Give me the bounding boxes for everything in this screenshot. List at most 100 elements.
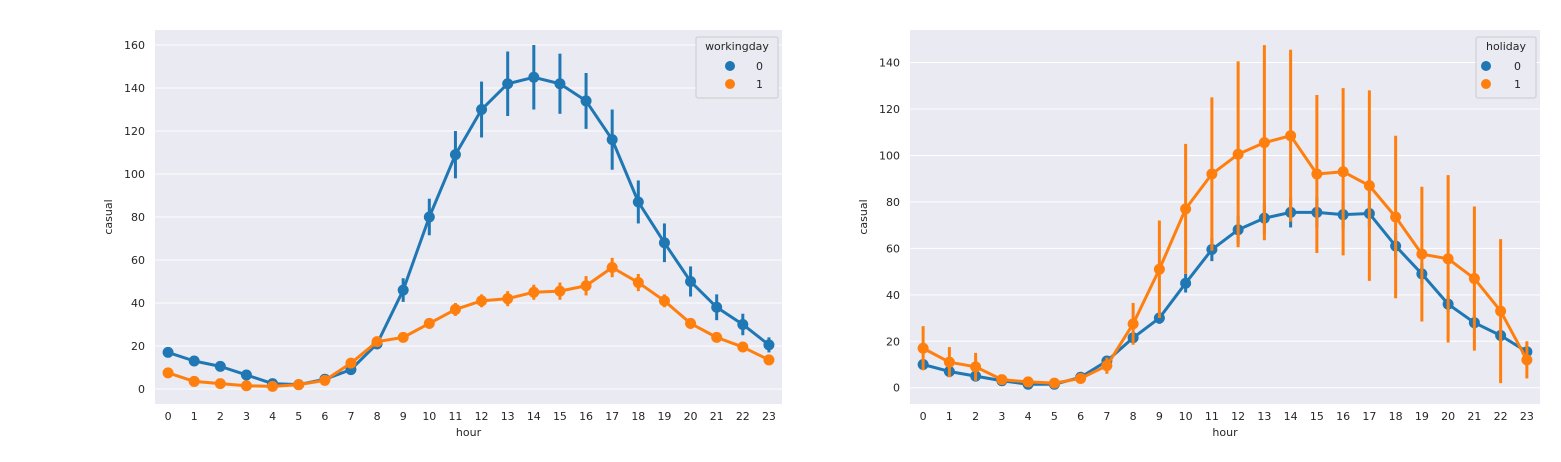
legend: workingday 0 1 <box>695 36 779 99</box>
data-point <box>476 104 488 116</box>
legend-marker <box>725 79 735 89</box>
x-tick-label: 6 <box>321 410 328 423</box>
y-tick-label: 80 <box>131 211 145 224</box>
data-point <box>685 317 697 329</box>
data-point <box>554 285 566 297</box>
y-tick-label: 0 <box>138 383 145 396</box>
x-tick-label: 22 <box>736 410 750 423</box>
data-point <box>449 303 461 315</box>
legend-label: 0 <box>756 60 763 73</box>
data-point <box>658 295 670 307</box>
data-point <box>1416 248 1428 260</box>
legend-box <box>695 36 779 99</box>
legend-title: workingday <box>705 40 769 53</box>
data-point <box>1180 277 1192 289</box>
legend: holiday 0 1 <box>1475 36 1537 99</box>
data-point <box>293 379 305 391</box>
legend-label: 1 <box>756 78 763 91</box>
x-tick-label: 15 <box>553 410 567 423</box>
x-tick-label: 8 <box>1130 410 1137 423</box>
x-tick-label: 17 <box>605 410 619 423</box>
plot-area <box>910 30 1540 404</box>
data-point <box>423 317 435 329</box>
y-tick-label: 20 <box>131 340 145 353</box>
x-tick-label: 23 <box>1520 410 1534 423</box>
y-tick-label: 140 <box>879 57 900 70</box>
x-axis-label: hour <box>456 426 482 439</box>
x-tick-label: 11 <box>1205 410 1219 423</box>
x-tick-label: 16 <box>1336 410 1350 423</box>
x-tick-label: 8 <box>374 410 381 423</box>
y-tick-label: 120 <box>124 125 145 138</box>
x-tick-label: 21 <box>1467 410 1481 423</box>
legend-title: holiday <box>1486 40 1527 53</box>
data-point <box>476 295 488 307</box>
data-point <box>1390 211 1402 223</box>
x-tick-label: 18 <box>1389 410 1403 423</box>
data-point <box>1442 253 1454 265</box>
data-point <box>345 357 357 369</box>
y-tick-label: 140 <box>124 82 145 95</box>
x-tick-label: 15 <box>1310 410 1324 423</box>
data-point <box>1521 354 1533 366</box>
y-axis-label: casual <box>857 199 870 234</box>
x-tick-label: 10 <box>422 410 436 423</box>
data-point <box>240 369 252 381</box>
data-point <box>1022 376 1034 388</box>
x-tick-label: 4 <box>269 410 276 423</box>
x-tick-label: 20 <box>1441 410 1455 423</box>
x-tick-label: 0 <box>920 410 927 423</box>
x-tick-label: 17 <box>1362 410 1376 423</box>
data-point <box>528 286 540 298</box>
data-point <box>737 318 749 330</box>
data-point <box>1075 372 1087 384</box>
data-point <box>737 341 749 353</box>
x-tick-label: 5 <box>1051 410 1058 423</box>
legend-label: 0 <box>1514 60 1521 73</box>
series-1 <box>917 45 1533 389</box>
data-point <box>1206 168 1218 180</box>
y-tick-label: 40 <box>886 289 900 302</box>
x-tick-label: 14 <box>527 410 541 423</box>
x-tick-label: 19 <box>1415 410 1429 423</box>
x-tick-label: 4 <box>1025 410 1032 423</box>
y-tick-label: 100 <box>124 168 145 181</box>
x-tick-label: 7 <box>347 410 354 423</box>
data-point <box>711 301 723 313</box>
data-point <box>240 380 252 392</box>
x-tick-label: 11 <box>448 410 462 423</box>
legend-label: 1 <box>1514 78 1521 91</box>
x-tick-label: 13 <box>1257 410 1271 423</box>
data-point <box>606 134 618 146</box>
y-tick-label: 20 <box>886 335 900 348</box>
data-point <box>554 78 566 90</box>
data-point <box>267 380 279 392</box>
legend-marker <box>1481 61 1491 71</box>
y-tick-label: 100 <box>879 149 900 162</box>
legend-marker <box>725 61 735 71</box>
x-tick-label: 7 <box>1103 410 1110 423</box>
data-point <box>188 375 200 387</box>
data-point <box>606 262 618 274</box>
data-point <box>1048 377 1060 389</box>
data-point <box>1180 203 1192 215</box>
y-tick-label: 60 <box>131 254 145 267</box>
data-point <box>528 71 540 83</box>
data-point <box>1495 305 1507 317</box>
y-tick-label: 80 <box>886 196 900 209</box>
x-tick-label: 2 <box>972 410 979 423</box>
data-point <box>214 360 226 372</box>
data-point <box>162 367 174 379</box>
x-tick-label: 12 <box>475 410 489 423</box>
data-point <box>371 336 383 348</box>
x-tick-label: 12 <box>1231 410 1245 423</box>
data-point <box>943 356 955 368</box>
x-tick-label: 21 <box>710 410 724 423</box>
data-point <box>632 277 644 289</box>
data-point <box>1311 168 1323 180</box>
data-point <box>1363 180 1375 192</box>
legend-marker <box>1481 79 1491 89</box>
data-point <box>658 237 670 249</box>
data-point <box>502 293 514 305</box>
